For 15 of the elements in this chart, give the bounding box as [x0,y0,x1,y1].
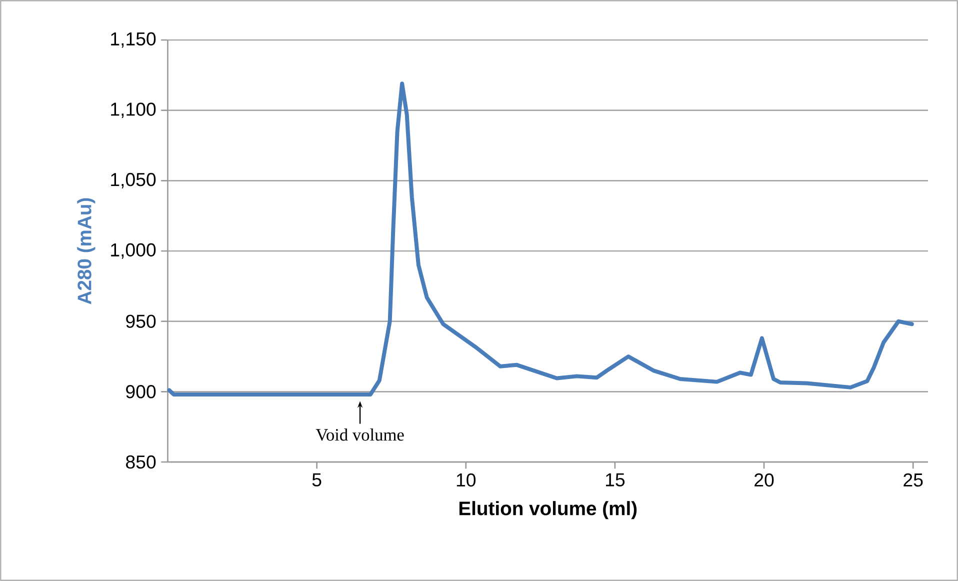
x-tick-label: 20 [754,473,774,487]
annotation: Void volume [316,428,404,441]
y-axis-title: A280 (mAu) [77,198,96,304]
x-tick-label: 15 [606,473,625,486]
y-tick-label: 1,100 [111,102,156,118]
x-tick-label: 10 [456,473,476,487]
x-axis-title: Elution volume (ml) [459,501,637,520]
x-tick-label: 25 [904,473,923,487]
y-tick-label: 1,150 [111,32,156,48]
x-tick-label: 5 [312,473,322,486]
y-tick-label: 950 [126,314,156,328]
y-tick-label: 1,000 [111,243,156,259]
y-tick-label: 1,050 [111,172,156,188]
y-tick-label: 850 [126,455,156,469]
y-tick-label: 900 [126,385,156,398]
